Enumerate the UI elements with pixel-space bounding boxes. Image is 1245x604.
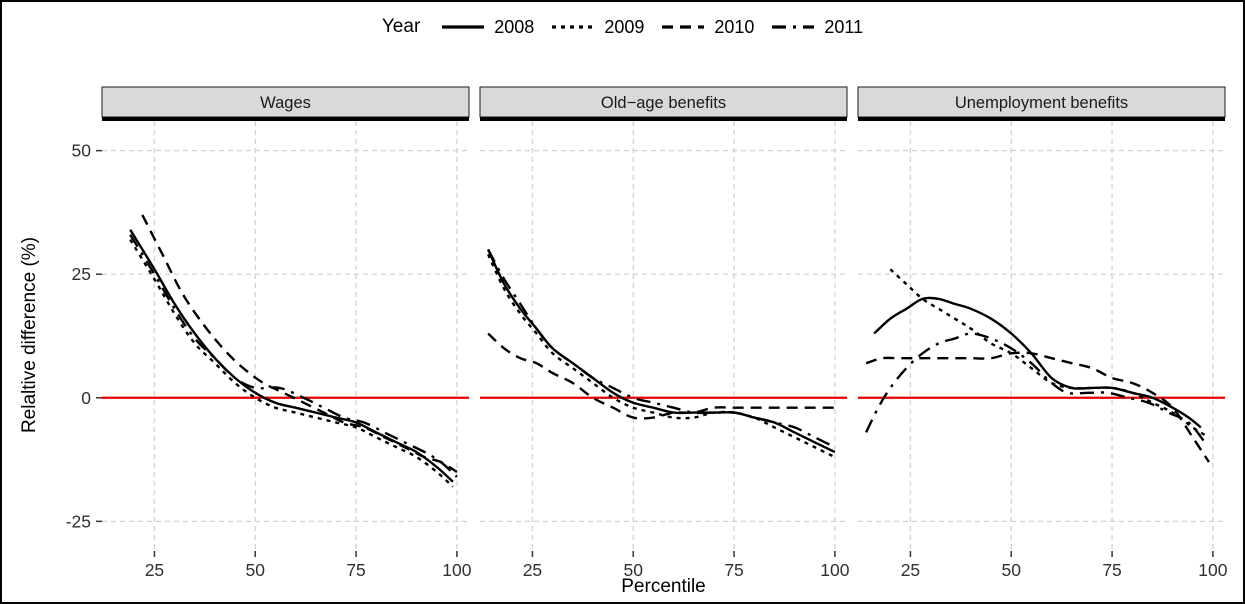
- legend-item-2008: 2008: [440, 17, 534, 38]
- x-tick-label: 25: [145, 560, 164, 580]
- series-line-2008: [129, 229, 454, 483]
- legend-key-icon-dashed: [662, 25, 705, 29]
- series-line-2008: [487, 248, 836, 454]
- x-tick-label: 75: [724, 560, 743, 580]
- legend-item-label: 2008: [494, 16, 535, 37]
- series-line-2011: [865, 332, 1206, 444]
- series-line-2008: [873, 296, 1202, 429]
- legend-key-icon-dashdot: [772, 25, 815, 29]
- series-line-2009: [487, 253, 836, 459]
- legend-items: 2008 2009 2010 2011: [440, 17, 863, 38]
- series-line-2011: [487, 248, 836, 449]
- panel-top-border: [858, 117, 1225, 121]
- legend-key-icon-dotted: [552, 25, 595, 29]
- series-line-2011: [129, 234, 458, 478]
- x-tick-label: 50: [1002, 560, 1022, 580]
- legend-key-icon-solid: [442, 25, 485, 29]
- series-line-2010: [865, 351, 1210, 463]
- facet-strip-label: Old−age benefits: [601, 94, 726, 112]
- series-line-2010: [487, 332, 835, 420]
- facet-strip-label: Unemployment benefits: [955, 94, 1128, 112]
- series-line-2009: [129, 238, 454, 488]
- x-tick-label: 75: [1102, 560, 1121, 580]
- x-tick-label: 100: [442, 560, 471, 580]
- y-tick-label: 50: [72, 141, 92, 161]
- legend-item-2010: 2010: [660, 17, 754, 38]
- y-tick-label: -25: [66, 511, 91, 531]
- facet-strip: [479, 86, 848, 118]
- legend: Year 2008 2009 2010 2011: [2, 16, 1243, 38]
- x-tick-label: 25: [901, 560, 920, 580]
- series-line-2009: [889, 268, 1210, 439]
- legend-item-label: 2009: [604, 16, 645, 37]
- legend-title: Year: [381, 16, 421, 37]
- facet-strip-label: Wages: [260, 94, 311, 112]
- legend-item-2009: 2009: [550, 17, 644, 38]
- facet-panel: Old−age benefits 25 50 75 100: [479, 86, 850, 580]
- panel-top-border: [480, 117, 847, 121]
- series-line-2010: [141, 214, 458, 473]
- facet-panel: Wages 25 50 75 100: [101, 86, 472, 580]
- x-tick-label: 50: [246, 560, 266, 580]
- x-axis-title: Percentile: [621, 576, 706, 597]
- x-tick-label: 25: [523, 560, 542, 580]
- legend-item-label: 2010: [714, 16, 755, 37]
- facet-panel: Unemployment benefits 25 50 75 100: [857, 86, 1228, 580]
- x-tick-label: 50: [624, 560, 644, 580]
- y-tick-label: 25: [72, 264, 91, 284]
- legend-item-2011: 2011: [770, 17, 863, 38]
- x-tick-label: 75: [346, 560, 365, 580]
- legend-item-label: 2011: [824, 16, 864, 37]
- y-tick-label: 0: [81, 388, 91, 408]
- x-tick-label: 100: [820, 560, 849, 580]
- x-tick-label: 100: [1198, 560, 1227, 580]
- facet-strip: [101, 86, 470, 118]
- panel-top-border: [102, 117, 469, 121]
